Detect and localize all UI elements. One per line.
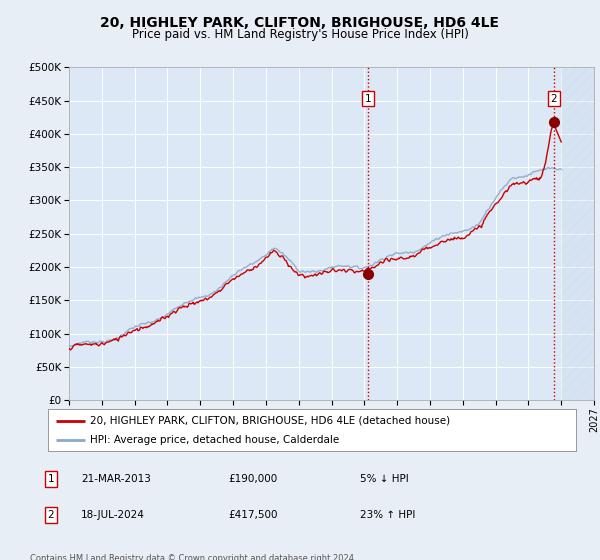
Text: 1: 1	[47, 474, 55, 484]
Text: 5% ↓ HPI: 5% ↓ HPI	[360, 474, 409, 484]
Text: 21-MAR-2013: 21-MAR-2013	[81, 474, 151, 484]
Text: 18-JUL-2024: 18-JUL-2024	[81, 510, 145, 520]
Text: 20, HIGHLEY PARK, CLIFTON, BRIGHOUSE, HD6 4LE: 20, HIGHLEY PARK, CLIFTON, BRIGHOUSE, HD…	[101, 16, 499, 30]
Text: 2: 2	[47, 510, 55, 520]
Text: 1: 1	[365, 94, 371, 104]
Text: 2: 2	[550, 94, 557, 104]
Text: HPI: Average price, detached house, Calderdale: HPI: Average price, detached house, Cald…	[90, 435, 340, 445]
Text: £190,000: £190,000	[228, 474, 277, 484]
Bar	[561, 67, 594, 400]
Text: 23% ↑ HPI: 23% ↑ HPI	[360, 510, 415, 520]
Text: £417,500: £417,500	[228, 510, 277, 520]
Text: Price paid vs. HM Land Registry's House Price Index (HPI): Price paid vs. HM Land Registry's House …	[131, 28, 469, 41]
Text: Contains HM Land Registry data © Crown copyright and database right 2024.
This d: Contains HM Land Registry data © Crown c…	[30, 554, 356, 560]
Text: 20, HIGHLEY PARK, CLIFTON, BRIGHOUSE, HD6 4LE (detached house): 20, HIGHLEY PARK, CLIFTON, BRIGHOUSE, HD…	[90, 416, 451, 426]
